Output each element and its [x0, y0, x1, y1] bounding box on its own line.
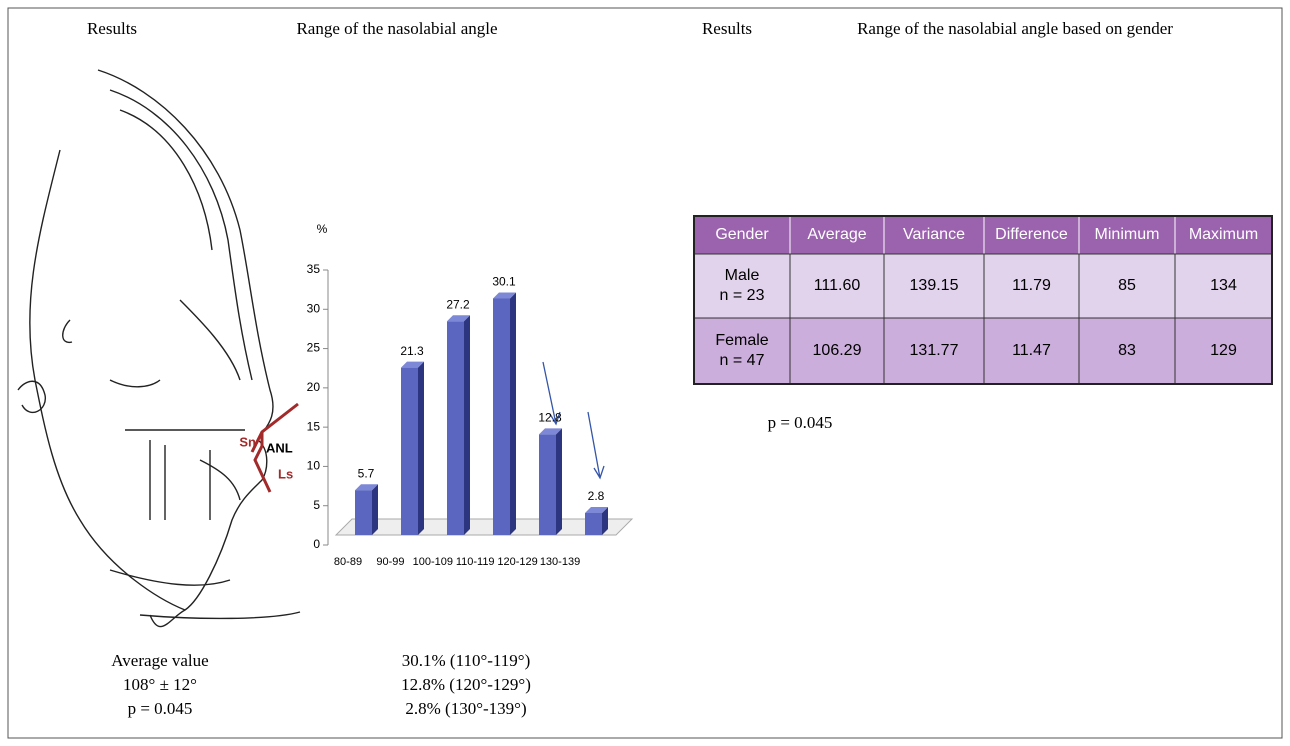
x-tick-label: 130-139	[540, 556, 580, 568]
y-tick-label: 30	[307, 301, 321, 315]
bar-side	[418, 362, 424, 535]
value-label: 27.2	[446, 297, 470, 311]
bar	[447, 321, 464, 535]
bar-side	[510, 293, 516, 536]
bar	[539, 434, 556, 535]
summary-line: p = 0.045	[128, 699, 193, 718]
table-value: 83	[1118, 342, 1136, 359]
bar	[401, 368, 418, 535]
bar-side	[464, 315, 470, 535]
bar	[493, 299, 510, 536]
table-note: p = 0.045	[768, 413, 833, 432]
column-header: Variance	[903, 226, 965, 243]
table-cell	[694, 318, 790, 384]
table-value: 111.60	[814, 277, 861, 294]
summary-line: Average value	[111, 651, 208, 670]
bar	[585, 513, 602, 535]
row-label: n = 23	[720, 287, 765, 304]
table-value: 134	[1210, 277, 1237, 294]
results-label: Results	[87, 19, 137, 38]
row-label: Male	[725, 267, 760, 284]
column-header: Average	[807, 226, 866, 243]
column-header: Minimum	[1095, 226, 1160, 243]
range-line: 2.8% (130°-139°)	[405, 699, 526, 718]
summary-line: 108° ± 12°	[123, 675, 197, 694]
x-tick-label: 110-119	[456, 556, 495, 568]
y-axis-label: %	[317, 222, 328, 236]
landmark-label: ANL	[266, 440, 293, 455]
table-value: 11.47	[1012, 342, 1051, 359]
range-line: 12.8% (120°-129°)	[401, 675, 531, 694]
x-tick-label: 80-89	[334, 556, 362, 568]
table-value: 129	[1210, 342, 1237, 359]
results-label: Results	[702, 19, 752, 38]
y-tick-label: 5	[313, 498, 320, 512]
value-label: 5.7	[358, 466, 375, 480]
value-label: 21.3	[400, 344, 424, 358]
x-tick-label: 90-99	[376, 556, 404, 568]
y-tick-label: 10	[307, 459, 321, 473]
column-header: Gender	[715, 226, 769, 243]
y-tick-label: 25	[307, 341, 321, 355]
table-cell	[694, 254, 790, 318]
table-value: 139.15	[910, 277, 959, 294]
range-line: 30.1% (110°-119°)	[402, 651, 530, 670]
panel-title: Range of the nasolabial angle	[296, 19, 497, 38]
y-tick-label: 20	[307, 380, 321, 394]
table-value: 131.77	[910, 342, 959, 359]
value-label: 12.8	[538, 411, 562, 425]
y-tick-label: 15	[307, 419, 321, 433]
page: {"left_header": {"results": "Results", "…	[0, 0, 1290, 746]
value-label: 30.1	[492, 275, 516, 289]
profile-drawing	[18, 70, 300, 627]
table-value: 106.29	[813, 342, 862, 359]
value-label: 2.8	[588, 489, 605, 503]
bar	[355, 490, 372, 535]
row-label: n = 47	[720, 352, 765, 369]
table-value: 85	[1118, 277, 1136, 294]
bar-side	[556, 428, 562, 535]
figure: Results Range of the nasolabial angle Re…	[0, 0, 1290, 746]
row-label: Female	[715, 332, 768, 349]
table-value: 11.79	[1012, 277, 1051, 294]
x-tick-label: 100-109	[413, 556, 453, 568]
bar-side	[372, 484, 378, 535]
landmark-label: Ls	[278, 466, 293, 481]
landmark-label: Sn	[239, 434, 256, 449]
body: Results Range of the nasolabial angle Re…	[0, 0, 1290, 746]
column-header: Maximum	[1189, 226, 1258, 243]
y-tick-label: 35	[307, 262, 321, 276]
y-tick-label: 0	[313, 537, 320, 551]
column-header: Difference	[995, 226, 1068, 243]
x-tick-label: 120-129	[497, 556, 537, 568]
panel-title: Range of the nasolabial angle based on g…	[857, 19, 1173, 38]
